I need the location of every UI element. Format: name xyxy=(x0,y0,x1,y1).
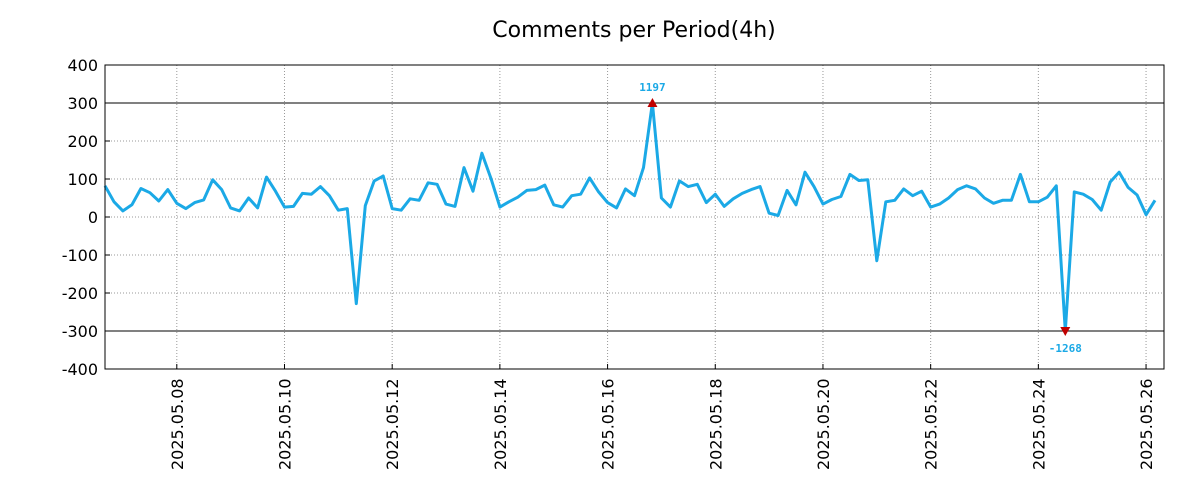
reference-lines xyxy=(105,102,1164,332)
y-tick-label: -100 xyxy=(62,246,98,265)
annotation-label: 1197 xyxy=(639,81,666,94)
y-tick-label: 0 xyxy=(88,208,98,227)
x-tick-label: 2025.05.12 xyxy=(383,378,402,470)
y-tick-label: -300 xyxy=(62,322,98,341)
series-line xyxy=(103,101,1157,333)
x-tick-label: 2025.05.14 xyxy=(491,378,510,470)
x-axis: 2025.05.08 2025.05.10 2025.05.12 2025.05.14… xyxy=(168,364,1156,470)
y-tick-label: 400 xyxy=(67,56,98,75)
annotation-label: -1268 xyxy=(1049,342,1082,355)
x-tick-label: 2025.05.22 xyxy=(922,378,941,470)
x-tick-label: 2025.05.20 xyxy=(814,378,833,470)
y-tick-label: 200 xyxy=(67,132,98,151)
x-tick-label: 2025.05.16 xyxy=(599,378,618,470)
y-tick-label: 300 xyxy=(67,94,98,113)
x-tick-label: 2025.05.18 xyxy=(706,378,725,470)
chart-title: Comments per Period(4h) xyxy=(492,18,776,43)
x-tick-label: 2025.05.08 xyxy=(168,378,187,470)
annotations: 1197 -1268 xyxy=(639,81,1082,355)
x-tick-label: 2025.05.24 xyxy=(1029,378,1048,470)
series-layer xyxy=(103,101,1157,333)
y-axis: 400 300 200 100 0 -100 -200 -300 -400 xyxy=(62,56,110,379)
annotation-marker xyxy=(647,98,658,107)
y-tick-label: -400 xyxy=(62,360,98,379)
y-tick-label: -200 xyxy=(62,284,98,303)
x-tick-label: 2025.05.26 xyxy=(1137,378,1156,470)
y-tick-label: 100 xyxy=(67,170,98,189)
plot-frame xyxy=(104,64,1165,370)
annotation-marker xyxy=(1060,327,1071,336)
x-tick-label: 2025.05.10 xyxy=(275,378,294,470)
